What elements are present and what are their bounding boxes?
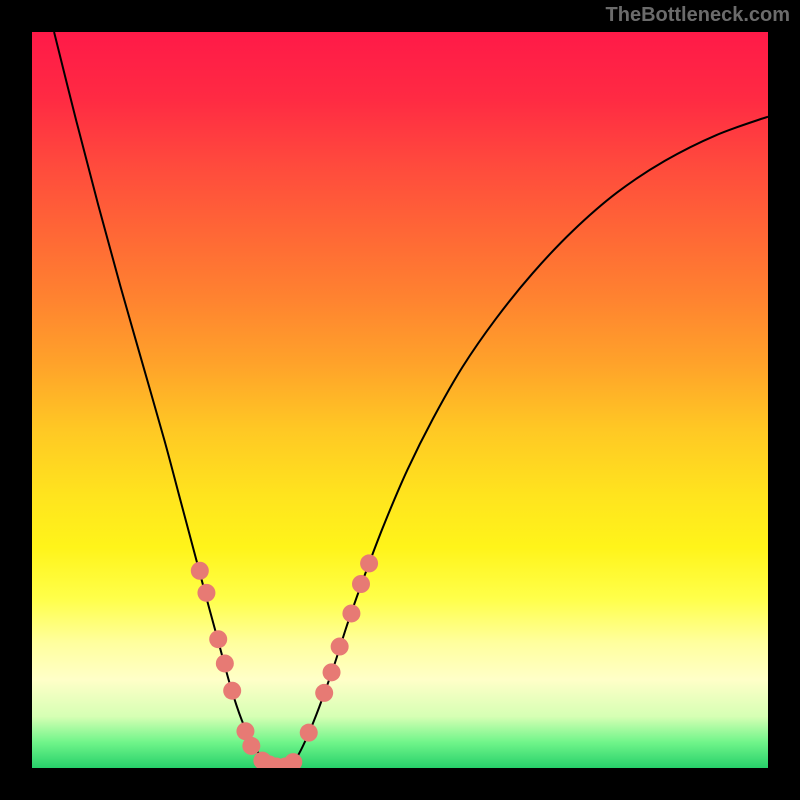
data-marker [315,684,333,702]
data-marker [323,663,341,681]
data-marker [360,554,378,572]
data-marker [331,638,349,656]
data-marker [197,584,215,602]
data-marker [342,604,360,622]
data-marker [352,575,370,593]
data-marker [209,630,227,648]
data-marker [300,724,318,742]
chart-container: TheBottleneck.com [0,0,800,800]
gradient-background [32,32,768,768]
data-marker [191,562,209,580]
data-marker [223,682,241,700]
chart-svg [32,32,768,768]
data-marker [216,654,234,672]
data-marker [242,737,260,755]
watermark-text: TheBottleneck.com [606,4,790,27]
plot-area [32,32,768,768]
